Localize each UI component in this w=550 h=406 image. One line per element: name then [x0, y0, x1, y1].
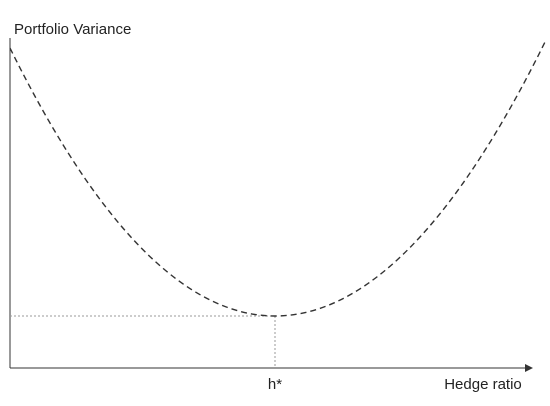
h-star-label: h*	[268, 376, 282, 393]
x-axis-label: Hedge ratio	[444, 376, 522, 393]
variance-curve	[9, 41, 546, 317]
y-axis-label: Portfolio Variance	[14, 21, 131, 38]
